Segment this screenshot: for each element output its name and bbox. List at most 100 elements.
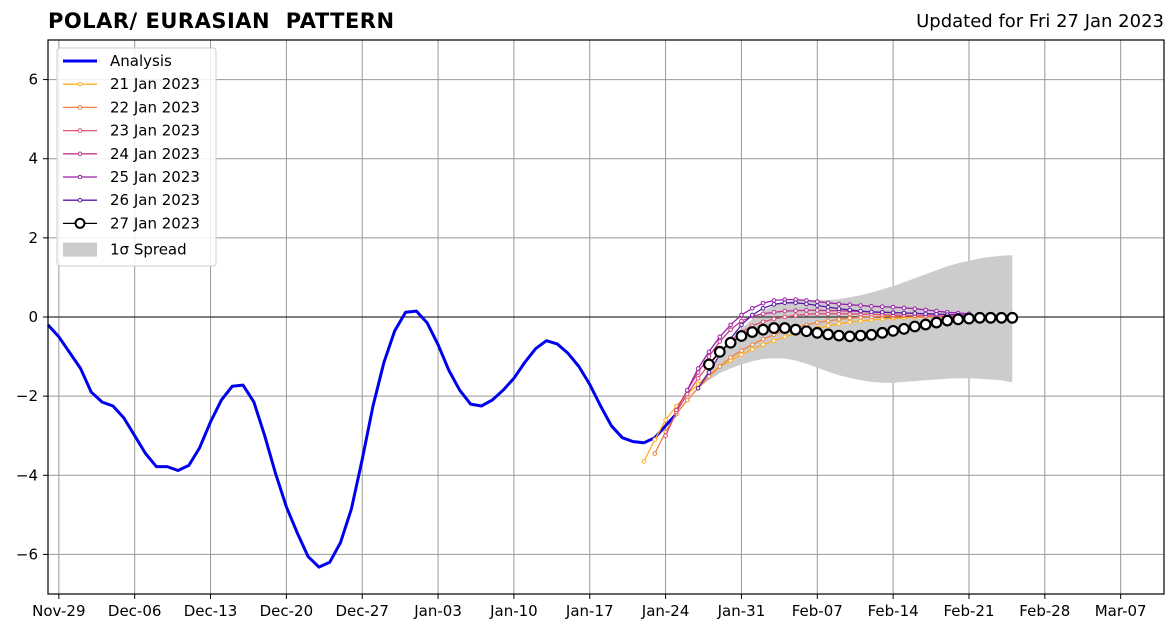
forecast-point	[703, 358, 715, 371]
forecast-point	[901, 310, 907, 316]
forecast-point	[782, 300, 788, 306]
forecast-point	[749, 312, 755, 318]
forecast-point	[984, 311, 997, 324]
forecast-point	[768, 322, 780, 334]
y-tick-label: −6	[16, 545, 38, 563]
forecast-point	[854, 329, 867, 342]
forecast-point	[706, 354, 712, 359]
x-tick-label: Feb-28	[1019, 602, 1070, 620]
forecast-point	[879, 304, 885, 310]
x-tick-label: Jan-24	[641, 602, 690, 620]
y-tick-label: 6	[28, 71, 38, 89]
x-tick-label: Dec-06	[108, 602, 162, 620]
forecast-point	[934, 311, 939, 317]
forecast-point	[879, 309, 885, 315]
forecast-point	[814, 320, 820, 325]
x-tick-label: Jan-03	[413, 602, 462, 620]
forecast-point	[760, 336, 766, 342]
forecast-point	[995, 311, 1008, 324]
forecast-point	[836, 321, 842, 327]
forecast-point	[717, 334, 723, 340]
forecast-point	[804, 301, 809, 307]
y-tick-label: 0	[28, 308, 38, 326]
forecast-point	[923, 311, 928, 317]
forecast-point	[836, 306, 842, 311]
forecast-point	[811, 326, 824, 339]
forecast-point	[746, 326, 759, 338]
forecast-point	[728, 355, 733, 360]
forecast-point	[814, 311, 820, 317]
forecast-point	[724, 336, 737, 349]
forecast-point	[887, 324, 900, 337]
forecast-point	[800, 325, 813, 338]
x-tick-label: Dec-13	[184, 602, 238, 620]
forecast-point	[728, 322, 733, 328]
forecast-point	[652, 451, 658, 456]
legend-label: 27 Jan 2023	[110, 214, 200, 232]
forecast-point	[739, 318, 744, 324]
forecast-point	[865, 328, 878, 341]
legend-label: 24 Jan 2023	[110, 145, 200, 163]
x-tick-label: Feb-07	[792, 602, 843, 620]
forecast-point	[771, 298, 777, 303]
y-tick-label: −4	[16, 466, 38, 484]
legend-marker	[77, 105, 83, 110]
y-tick-label: −2	[16, 387, 38, 405]
forecast-point	[760, 300, 766, 306]
forecast-point	[760, 305, 766, 311]
forecast-point	[778, 322, 791, 334]
forecast-series	[703, 311, 1019, 371]
x-tick-label: Dec-27	[335, 602, 389, 620]
forecast-point	[760, 311, 766, 317]
forecast-point	[739, 348, 744, 353]
forecast-point	[782, 334, 788, 340]
forecast-point	[757, 323, 770, 336]
forecast-point	[804, 311, 809, 317]
forecast-point	[793, 313, 798, 318]
legend-label: Analysis	[110, 52, 172, 70]
legend-box	[56, 47, 217, 267]
legend-label: 1σ Spread	[110, 241, 187, 259]
forecast-point	[749, 342, 755, 348]
forecast-point	[825, 318, 831, 324]
x-tick-label: Feb-21	[943, 602, 994, 620]
forecast-point	[847, 307, 853, 313]
forecast-point	[908, 320, 921, 333]
forecast-point	[684, 397, 690, 403]
axes: Nov-29 Dec-06 Dec-13 Dec-20 Dec-27 Jan-03 Jan-…	[16, 71, 1147, 620]
legend-marker	[77, 197, 83, 203]
x-tick-label: Jan-17	[565, 602, 614, 620]
forecast-point	[674, 407, 679, 413]
forecast-point	[749, 347, 755, 352]
forecast-point	[695, 366, 701, 371]
forecast-point	[782, 314, 788, 320]
forecast-point	[869, 309, 874, 315]
forecast-point	[973, 311, 986, 324]
forecast-point	[858, 308, 863, 314]
forecast-point	[912, 311, 918, 316]
forecast-point	[804, 298, 809, 303]
chart-subtitle: Updated for Fri 27 Jan 2023	[916, 11, 1164, 32]
legend-marker	[74, 217, 86, 229]
forecast-point	[822, 328, 835, 341]
forecast-point	[825, 308, 831, 313]
legend-marker	[77, 151, 83, 157]
forecast-point	[760, 319, 766, 325]
forecast-point	[706, 349, 712, 355]
x-tick-label: Dec-20	[260, 602, 314, 620]
legend-label: 23 Jan 2023	[110, 122, 200, 140]
forecast-point	[663, 417, 668, 423]
forecast-point	[836, 317, 842, 322]
legend-label: 25 Jan 2023	[110, 168, 200, 186]
forecast-point	[695, 376, 701, 381]
forecast-point	[898, 322, 910, 335]
forecast-point	[695, 385, 701, 391]
forecast-point	[804, 307, 809, 313]
forecast-point	[869, 304, 874, 309]
forecast-point	[847, 315, 853, 321]
x-tick-label: Mar-07	[1095, 602, 1147, 620]
forecast-point	[814, 303, 820, 308]
forecast-point	[952, 313, 965, 326]
forecast-point	[919, 318, 932, 331]
